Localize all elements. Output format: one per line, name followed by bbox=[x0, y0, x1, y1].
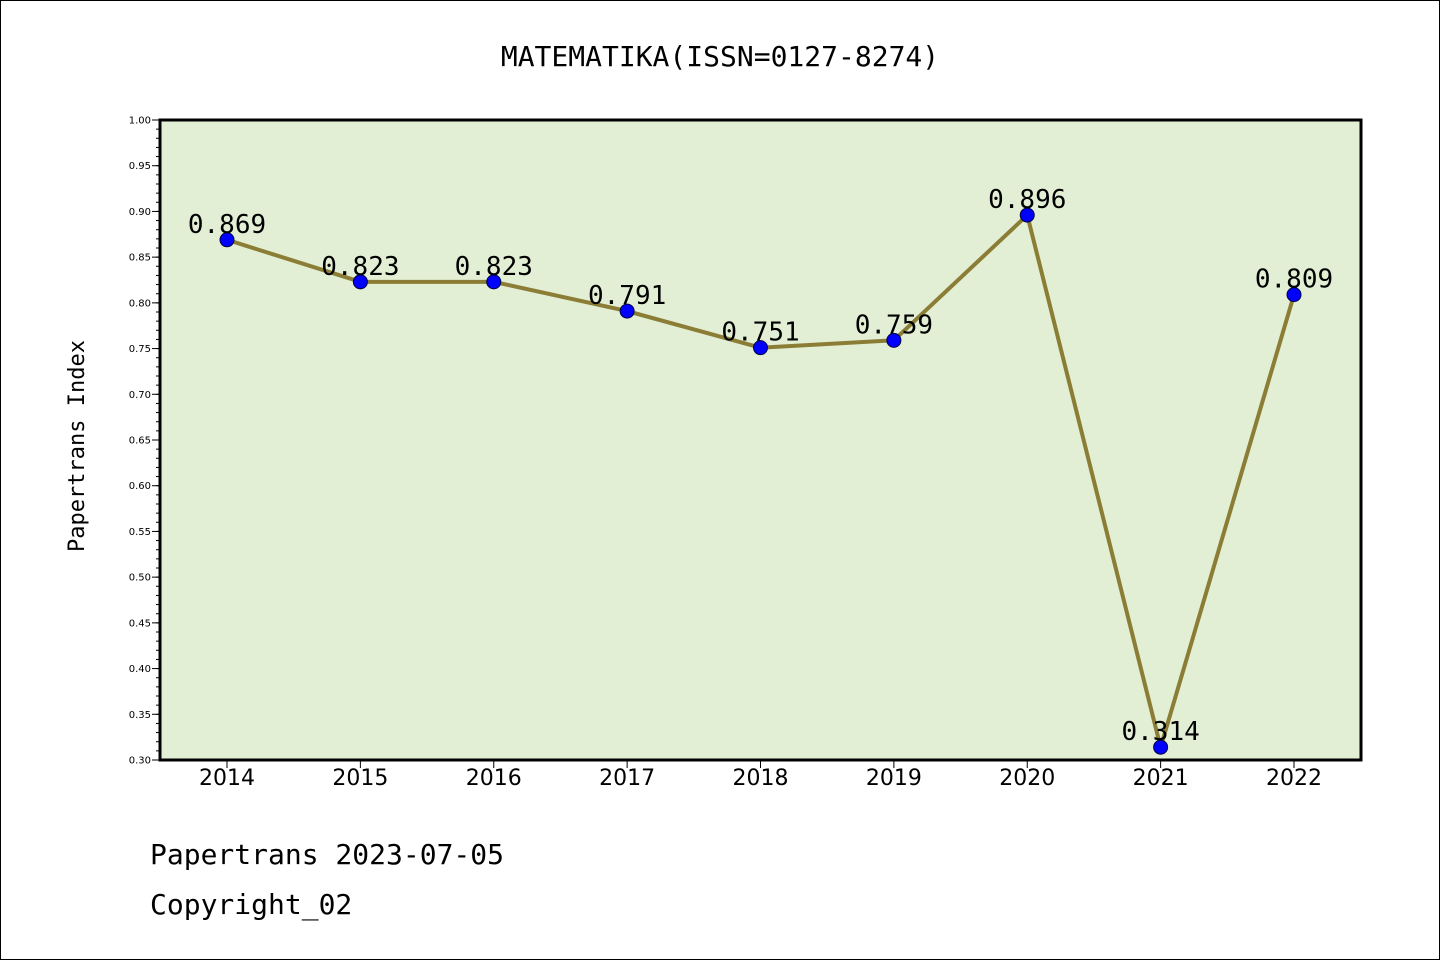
y-tick-label: 0.35 bbox=[129, 710, 151, 721]
data-point bbox=[619, 303, 635, 319]
chart-title: MATEMATIKA(ISSN=0127-8274) bbox=[501, 40, 939, 73]
y-tick-label: 1.00 bbox=[129, 116, 151, 127]
series-layer: 0.869 0.823 0.823 0.791 0.751 0.759 0.896 0.314… bbox=[188, 185, 1333, 755]
y-tick-label: 0.30 bbox=[129, 756, 151, 767]
data-label: 0.314 bbox=[1121, 717, 1199, 747]
y-tick-label: 0.60 bbox=[129, 481, 151, 492]
y-tick-label: 0.90 bbox=[129, 207, 151, 218]
y-tick-label: 0.50 bbox=[129, 573, 151, 584]
data-label: 0.751 bbox=[721, 318, 799, 348]
data-point bbox=[486, 274, 502, 290]
data-point bbox=[1019, 207, 1035, 223]
x-tick-label: 2022 bbox=[1266, 766, 1322, 791]
data-point bbox=[1286, 287, 1302, 303]
y-axis: 0.30 0.35 0.40 0.45 0.50 0.55 0.60 0.65 0.70 0.75… bbox=[129, 116, 160, 767]
data-label: 0.809 bbox=[1255, 265, 1333, 295]
y-tick-label: 0.70 bbox=[129, 390, 151, 401]
x-tick-label: 2015 bbox=[332, 766, 388, 791]
x-tick-label: 2020 bbox=[999, 766, 1055, 791]
y-tick-label: 0.75 bbox=[129, 344, 151, 355]
y-axis-label: Papertrans Index bbox=[65, 340, 90, 552]
data-point bbox=[886, 332, 902, 348]
y-tick-label: 0.85 bbox=[129, 253, 151, 264]
x-axis: 2014 2015 2016 2017 2018 2019 2020 2021 2022 bbox=[199, 760, 1322, 791]
plot-area bbox=[158, 118, 1363, 762]
y-tick-label: 0.80 bbox=[129, 298, 151, 309]
data-point bbox=[352, 274, 368, 290]
footer-copyright: Copyright_02 bbox=[150, 888, 352, 922]
y-tick-label: 0.65 bbox=[129, 436, 151, 447]
x-tick-label: 2019 bbox=[866, 766, 922, 791]
x-tick-label: 2016 bbox=[466, 766, 522, 791]
data-label: 0.896 bbox=[988, 185, 1066, 215]
data-label: 0.869 bbox=[188, 210, 266, 240]
data-point bbox=[1153, 739, 1169, 755]
data-point bbox=[219, 232, 235, 248]
data-label: 0.759 bbox=[855, 310, 933, 340]
x-tick-label: 2014 bbox=[199, 766, 255, 791]
y-tick-label: 0.40 bbox=[129, 664, 151, 675]
y-tick-label: 0.95 bbox=[129, 161, 151, 172]
x-tick-label: 2021 bbox=[1133, 766, 1189, 791]
x-tick-label: 2018 bbox=[733, 766, 789, 791]
y-tick-label: 0.45 bbox=[129, 618, 151, 629]
x-tick-label: 2017 bbox=[599, 766, 655, 791]
data-label: 0.791 bbox=[588, 281, 666, 311]
y-tick-label: 0.55 bbox=[129, 527, 151, 538]
data-label: 0.823 bbox=[455, 252, 533, 282]
data-point bbox=[753, 340, 768, 356]
data-label: 0.823 bbox=[321, 252, 399, 282]
footer-date: Papertrans 2023-07-05 bbox=[150, 838, 504, 871]
